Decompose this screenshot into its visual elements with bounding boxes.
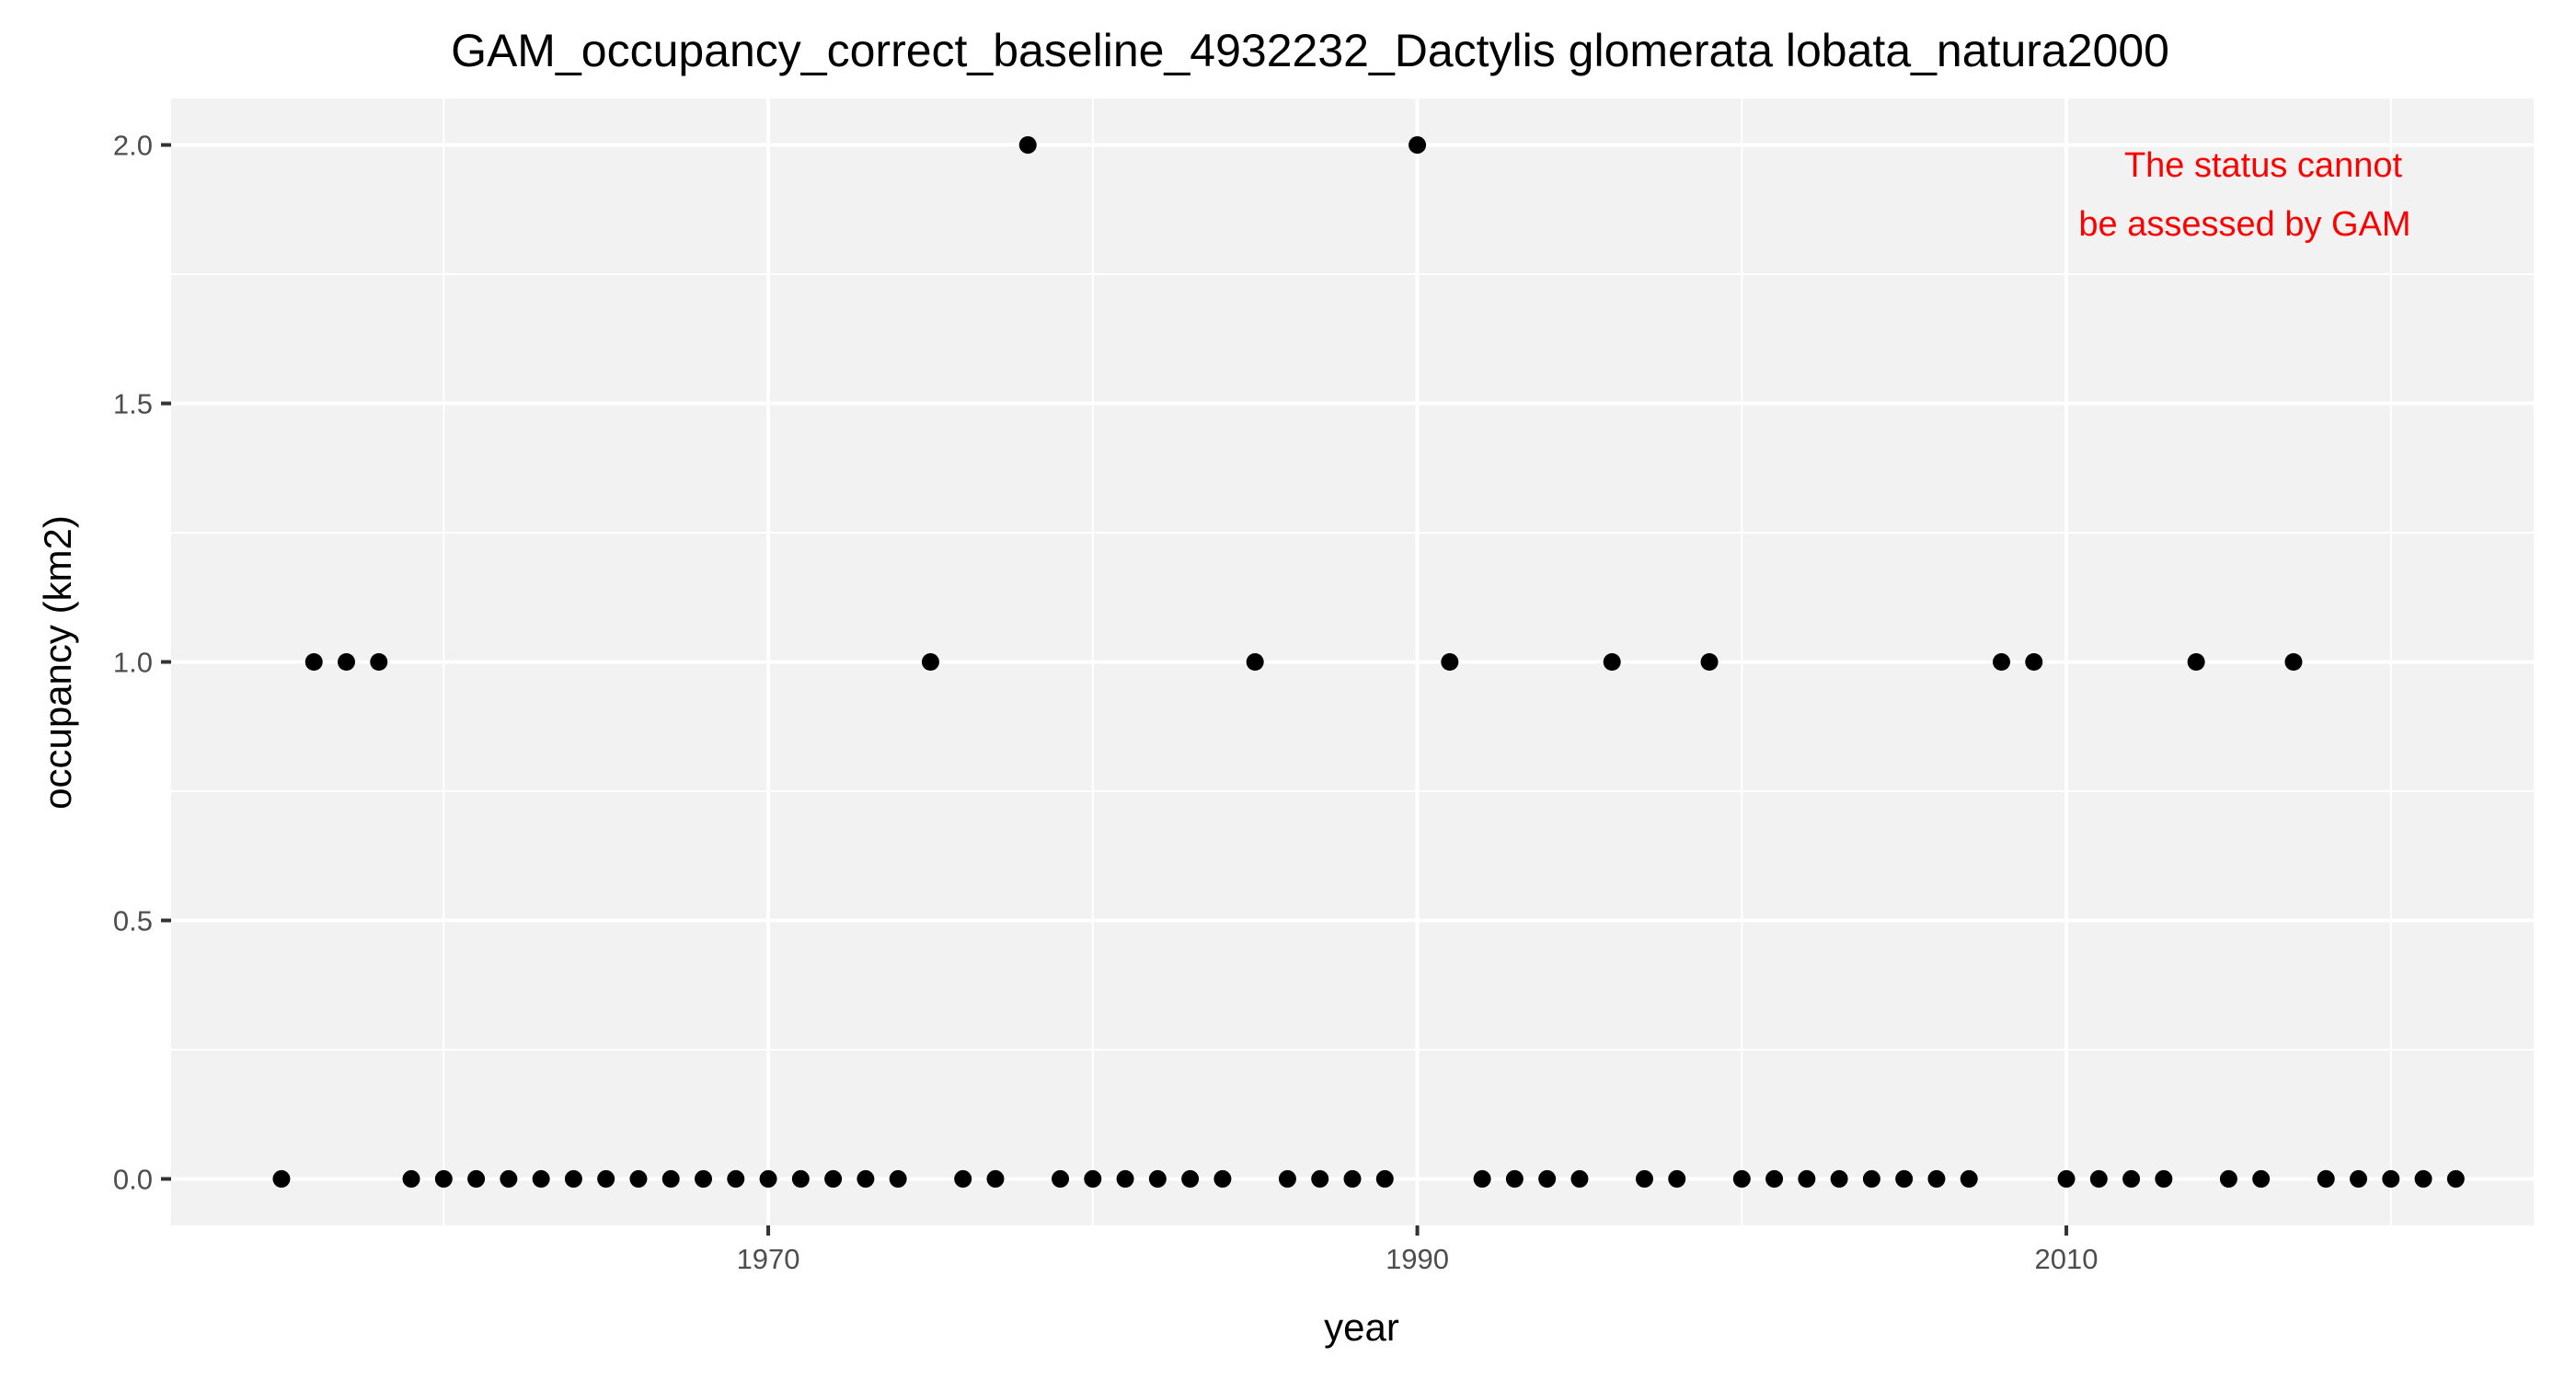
data-point — [1344, 1170, 1362, 1188]
data-point — [2317, 1170, 2335, 1188]
data-point — [338, 653, 355, 671]
data-point — [2188, 653, 2205, 671]
data-point — [2382, 1170, 2399, 1188]
data-point — [1376, 1170, 1394, 1188]
data-point — [2090, 1170, 2108, 1188]
data-point — [2284, 653, 2302, 671]
data-point — [695, 1170, 712, 1188]
y-tick-label: 1.5 — [113, 388, 153, 420]
data-point — [1570, 1170, 1588, 1188]
data-point — [1668, 1170, 1685, 1188]
data-point — [565, 1170, 582, 1188]
data-point — [1213, 1170, 1231, 1188]
data-point — [792, 1170, 810, 1188]
data-point — [2155, 1170, 2172, 1188]
data-point — [1733, 1170, 1751, 1188]
data-point — [403, 1170, 420, 1188]
data-point — [1636, 1170, 1653, 1188]
data-point — [370, 653, 387, 671]
data-point — [857, 1170, 874, 1188]
y-axis-title: occupancy (km2) — [36, 515, 79, 810]
data-point — [1961, 1170, 1978, 1188]
data-point — [1019, 136, 1037, 154]
data-point — [922, 653, 939, 671]
data-point — [727, 1170, 744, 1188]
data-point — [1084, 1170, 1101, 1188]
data-point — [1441, 653, 1458, 671]
data-point — [1765, 1170, 1783, 1188]
annotation-line-2: be assessed by GAM — [2078, 205, 2410, 244]
data-point — [2220, 1170, 2237, 1188]
data-point — [760, 1170, 777, 1188]
data-point — [597, 1170, 615, 1188]
data-point — [1927, 1170, 1945, 1188]
data-point — [1506, 1170, 1524, 1188]
x-tick-label: 1970 — [737, 1243, 800, 1275]
data-point — [1149, 1170, 1167, 1188]
data-point — [662, 1170, 680, 1188]
data-point — [824, 1170, 842, 1188]
y-tick-label: 0.5 — [113, 904, 153, 937]
data-point — [890, 1170, 907, 1188]
chart-title: GAM_occupancy_correct_baseline_4932232_D… — [451, 25, 2169, 76]
data-point — [1279, 1170, 1296, 1188]
data-point — [629, 1170, 647, 1188]
data-point — [1831, 1170, 1848, 1188]
data-point — [2447, 1170, 2465, 1188]
data-point — [1247, 653, 1264, 671]
data-point — [305, 653, 323, 671]
annotation-line-1: The status cannot — [2124, 146, 2403, 185]
data-point — [1993, 653, 2010, 671]
data-point — [1052, 1170, 1069, 1188]
data-point — [1181, 1170, 1199, 1188]
data-point — [467, 1170, 485, 1188]
data-point — [1538, 1170, 1556, 1188]
data-point — [2252, 1170, 2270, 1188]
data-point — [1863, 1170, 1880, 1188]
y-tick-label: 1.0 — [113, 647, 153, 679]
data-point — [2122, 1170, 2140, 1188]
x-axis: 1970 1990 2010 — [737, 1225, 2099, 1275]
data-point — [1895, 1170, 1913, 1188]
y-axis: 0.0 0.5 1.0 1.5 2.0 — [113, 130, 171, 1196]
data-point — [533, 1170, 550, 1188]
data-point — [2350, 1170, 2367, 1188]
data-point — [954, 1170, 972, 1188]
x-tick-label: 2010 — [2035, 1243, 2099, 1275]
data-point — [500, 1170, 517, 1188]
data-point — [1409, 136, 1426, 154]
data-point — [435, 1170, 453, 1188]
data-point — [1701, 653, 1719, 671]
data-point — [2025, 653, 2042, 671]
data-point — [986, 1170, 1004, 1188]
x-axis-title: year — [1324, 1305, 1399, 1349]
data-point — [1117, 1170, 1134, 1188]
data-point — [1474, 1170, 1491, 1188]
data-point — [272, 1170, 290, 1188]
data-point — [1311, 1170, 1328, 1188]
y-tick-label: 0.0 — [113, 1163, 153, 1195]
data-point — [2415, 1170, 2432, 1188]
x-tick-label: 1990 — [1386, 1243, 1449, 1275]
data-point — [1604, 653, 1621, 671]
data-point — [2058, 1170, 2076, 1188]
y-tick-label: 2.0 — [113, 130, 153, 162]
data-point — [1798, 1170, 1815, 1188]
